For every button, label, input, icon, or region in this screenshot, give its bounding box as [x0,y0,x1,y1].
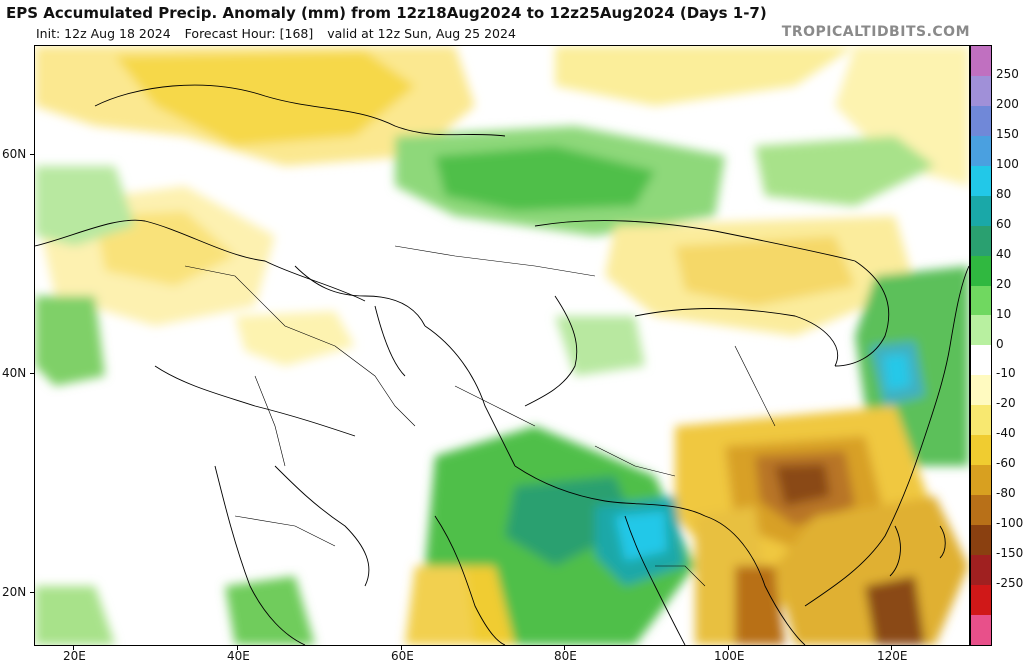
lat-tick [30,592,34,593]
colorbar-swatch [971,46,991,76]
init-time: Init: 12z Aug 18 2024 [36,26,171,41]
country-borders [184,245,776,587]
valid-time: valid at 12z Sun, Aug 25 2024 [327,26,516,41]
colorbar-label: -250 [996,576,1024,591]
lat-label-20n: 20N [2,585,27,599]
colorbar-label: 40 [996,246,1012,261]
colorbar-swatch [971,135,991,166]
colorbar-swatch [971,375,991,406]
lon-label-40e: 40E [227,649,250,663]
colorbar-swatch [971,405,991,436]
map-canvas [35,46,969,645]
lat-tick [30,373,34,374]
lat-label-60n: 60N [2,147,27,161]
colorbar-swatch [971,465,991,496]
precip-anomaly-map [34,45,970,646]
colorbar-swatch [971,105,991,136]
colorbar-swatch [971,525,991,555]
lon-tick [891,646,892,650]
colorbar-swatch [971,345,991,376]
colorbar-swatch [971,255,991,286]
colorbar-swatch [971,614,991,645]
map-title: EPS Accumulated Precip. Anomaly (mm) fro… [6,4,767,22]
colorbar-swatch [971,75,991,106]
colorbar-label: 150 [996,126,1019,141]
lat-tick [30,154,34,155]
colorbar [970,45,992,646]
colorbar-label: 20 [996,276,1012,291]
colorbar-label: -100 [996,516,1024,531]
anomaly-field [35,46,969,645]
colorbar-label: 80 [996,186,1012,201]
lon-tick [73,646,74,650]
colorbar-label: -40 [996,426,1016,441]
lon-tick [564,646,565,650]
lon-label-20e: 20E [63,649,86,663]
colorbar-label: 10 [996,306,1012,321]
colorbar-label: 0 [996,336,1004,351]
lon-tick [237,646,238,650]
colorbar-swatch [971,285,991,316]
colorbar-label: 60 [996,216,1012,231]
colorbar-swatch [971,495,991,525]
colorbar-swatch [971,225,991,256]
lon-label-100e: 100E [714,649,745,663]
forecast-hour: Forecast Hour: [168] [184,26,314,41]
colorbar-label: -60 [996,456,1016,471]
lat-label-40n: 40N [2,366,27,380]
lon-label-80e: 80E [554,649,577,663]
colorbar-label: -150 [996,546,1024,561]
colorbar-label: -20 [996,396,1016,411]
colorbar-swatch [971,315,991,346]
coastlines [35,84,969,645]
colorbar-label: 100 [996,156,1019,171]
map-subtitle: Init: 12z Aug 18 2024 Forecast Hour: [16… [36,26,526,41]
colorbar-label: 200 [996,96,1019,111]
colorbar-label: 250 [996,66,1019,81]
colorbar-swatch [971,584,991,615]
colorbar-swatch [971,195,991,226]
colorbar-label: -10 [996,366,1016,381]
lon-label-120e: 120E [877,649,908,663]
colorbar-swatch [971,165,991,196]
lon-label-60e: 60E [391,649,414,663]
lon-tick [728,646,729,650]
lon-tick [401,646,402,650]
brand-watermark[interactable]: TROPICALTIDBITS.COM [781,24,970,40]
colorbar-swatch [971,435,991,466]
colorbar-label: -80 [996,486,1016,501]
colorbar-swatch [971,554,991,585]
